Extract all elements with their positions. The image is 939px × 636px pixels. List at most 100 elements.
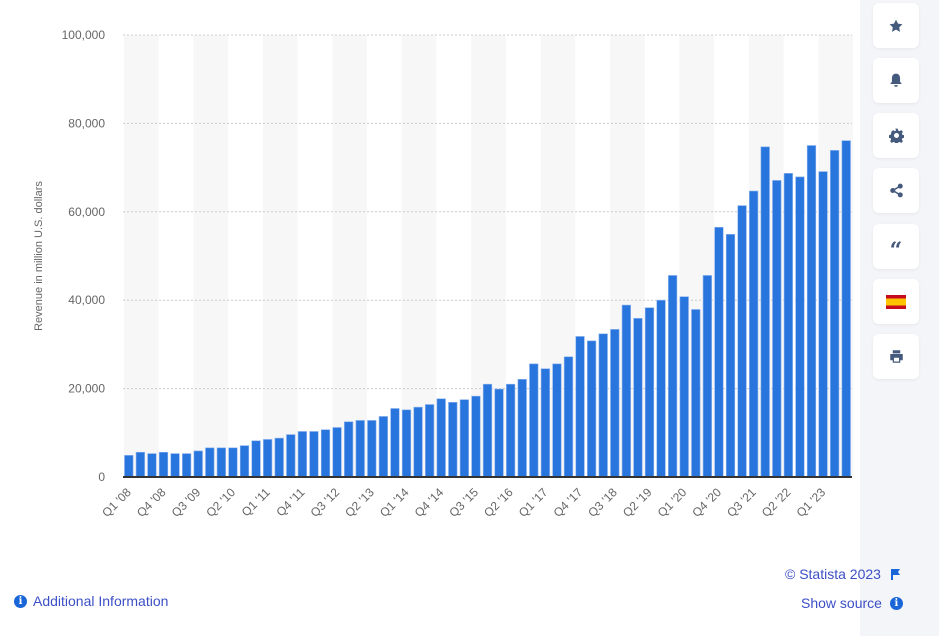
info-icon: i [14,594,27,608]
bar-q4-14[interactable] [436,398,446,478]
bar-q1-23[interactable] [818,171,828,478]
background-band [262,35,298,477]
bar-q4-13[interactable] [390,408,400,478]
bar-q2-15[interactable] [459,399,469,478]
bar-q4-12[interactable] [344,421,354,478]
bar-q1-10[interactable] [216,447,226,478]
bar-q3-16[interactable] [517,379,527,478]
x-tick-label: Q4 '20 [689,485,724,520]
show-source-link[interactable]: Show source i [801,595,903,611]
bar-q4-20[interactable] [714,226,724,478]
info-icon: i [889,596,903,610]
bar-q2-18[interactable] [598,333,608,478]
bar-q2-16[interactable] [506,383,516,478]
bar-q2-10[interactable] [228,447,238,478]
bar-q3-19[interactable] [656,299,666,478]
bar-q1-21[interactable] [725,234,736,478]
bar-q4-09[interactable] [205,447,215,478]
notification-button[interactable] [873,58,919,103]
bar-q3-22[interactable] [795,176,805,478]
bar-q4-21[interactable] [760,146,770,478]
bar-q4-19[interactable] [668,275,678,478]
x-tick-label: Q3 '09 [169,485,204,520]
bar-q2-21[interactable] [737,205,747,478]
bar-q1-17[interactable] [540,368,550,478]
settings-button[interactable] [873,113,919,158]
bar-q2-19[interactable] [644,307,655,478]
bar-q3-15[interactable] [471,395,481,478]
bar-q4-11[interactable] [297,431,307,478]
bar-q1-16[interactable] [494,388,504,478]
bar-q1-08[interactable] [124,455,134,478]
y-tick-label: 60,000 [68,205,105,219]
bar-q4-18[interactable] [621,304,631,478]
bar-q4-10[interactable] [251,440,261,478]
bar-q2-12[interactable] [320,429,331,478]
bar-q3-13[interactable] [378,416,388,478]
bar-q2-17[interactable] [552,363,562,478]
favorite-button[interactable] [873,3,919,48]
share-button[interactable] [873,168,919,213]
bar-q2-23[interactable] [830,150,840,478]
copyright-text: © Statista 2023 [785,566,881,582]
bar-q1-13[interactable] [355,420,365,478]
bar-q1-14[interactable] [401,409,412,478]
bar-q1-22[interactable] [772,180,782,478]
bar-q1-18[interactable] [587,340,597,478]
additional-information-label: Additional Information [33,593,169,609]
bar-q1-15[interactable] [448,402,458,478]
bell-icon [890,73,902,87]
x-tick-label: Q1 '20 [655,485,690,520]
background-band [124,35,159,477]
bar-q4-16[interactable] [529,363,539,478]
bar-q2-08[interactable] [135,451,145,478]
bar-q3-17[interactable] [563,356,574,478]
bar-q4-15[interactable] [482,383,493,478]
y-axis-label: Revenue in million U.S. dollars [33,181,45,331]
x-tick-label: Q3 '12 [308,485,343,520]
spain-flag-icon [886,294,906,309]
print-button[interactable] [873,334,919,379]
bar-q4-17[interactable] [575,336,585,478]
bar-q3-12[interactable] [332,427,342,478]
bar-q3-08[interactable] [147,453,157,478]
bar-q3-18[interactable] [610,329,620,478]
bar-q3-14[interactable] [425,404,435,478]
x-tick-label: Q2 '22 [759,485,794,520]
bar-q1-19[interactable] [633,318,643,478]
x-tick-label: Q1 '08 [99,485,134,520]
x-tick-label: Q3 '15 [446,485,481,520]
bar-q3-10[interactable] [239,445,250,478]
bar-q3-23[interactable] [841,140,851,478]
print-icon [889,350,903,363]
x-tick-label: Q4 '08 [134,485,169,520]
bar-q1-12[interactable] [309,431,319,478]
bar-q2-22[interactable] [783,173,793,478]
bar-q3-20[interactable] [702,275,712,478]
bar-q3-09[interactable] [193,450,203,478]
x-tick-label: Q4 '17 [551,485,586,520]
y-tick-label: 80,000 [68,116,105,130]
background-band [193,35,229,477]
bar-q1-09[interactable] [170,453,180,478]
copyright-link[interactable]: © Statista 2023 [785,566,901,582]
x-tick-label: Q3 '18 [585,485,620,520]
bar-q2-13[interactable] [367,420,377,478]
bar-chart: Q1 '08 Q4 '08 Q3 '09 Q2 '10 Q1 '11 Q4 '11 Q3 '… [33,28,853,520]
bar-q2-11[interactable] [274,437,284,478]
bar-q1-11[interactable] [263,439,273,478]
language-button[interactable] [873,279,919,324]
additional-information-link[interactable]: i Additional Information [14,593,168,609]
bar-q3-21[interactable] [749,190,759,478]
background-band [401,35,437,477]
bar-q2-09[interactable] [182,453,192,478]
cite-button[interactable]: “ [873,224,919,269]
bar-q3-11[interactable] [286,434,296,478]
x-tick-label: Q4 '14 [412,485,447,520]
bar-q2-20[interactable] [691,309,701,478]
x-tick-label: Q2 '13 [342,485,377,520]
bar-q4-08[interactable] [158,451,169,478]
bar-q4-22[interactable] [806,145,817,478]
bar-q2-14[interactable] [413,406,423,478]
bar-q1-20[interactable] [679,296,689,478]
